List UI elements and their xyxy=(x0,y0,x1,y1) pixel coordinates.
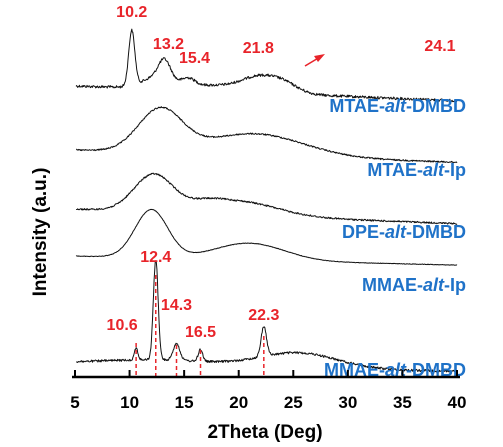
xrd-trace-3 xyxy=(76,172,458,225)
peak-arrowhead xyxy=(314,54,325,62)
series-label-part: MMAE- xyxy=(324,360,385,380)
series-label: MTAE-alt-Ip xyxy=(367,160,466,180)
peak-label: 14.3 xyxy=(161,297,192,314)
xrd-trace-1 xyxy=(75,28,458,103)
series-label: DPE-alt-DMBD xyxy=(342,222,466,242)
series-label-part: -Ip xyxy=(444,275,466,295)
xrd-trace-2 xyxy=(76,106,458,164)
series-label-part: -DMBD xyxy=(406,222,466,242)
series-label: MTAE-alt-DMBD xyxy=(329,96,466,116)
x-tick-label: 25 xyxy=(284,393,303,412)
series-label-part: MTAE- xyxy=(367,160,423,180)
peak-annotations: 10.2 13.215.4 21.8 24.1 10.6 12.4 14.3 16.5 22.3 xyxy=(107,4,456,376)
series-label-part: alt xyxy=(385,96,407,116)
series-label-part: alt xyxy=(423,160,445,180)
series-label-part: -DMBD xyxy=(406,96,466,116)
peak-label: 21.8 xyxy=(243,40,274,57)
x-tick-label: 30 xyxy=(338,393,357,412)
y-axis-title: Intensity (a.u.) xyxy=(30,168,51,297)
series-label-part: alt xyxy=(385,222,407,242)
x-tick-label: 5 xyxy=(70,393,79,412)
x-tick-label: 10 xyxy=(120,393,139,412)
x-axis-title: 2Theta (Deg) xyxy=(207,422,322,443)
series-label-part: -Ip xyxy=(444,160,466,180)
peak-label: 10.2 xyxy=(116,4,147,21)
series-label-part: MMAE- xyxy=(362,275,423,295)
x-tick-label: 20 xyxy=(229,393,248,412)
x-axis: 5 10 15 20 25 30 35 40 xyxy=(70,370,466,412)
peak-label: 16.5 xyxy=(185,324,216,341)
series-label-part: alt xyxy=(423,275,445,295)
x-tick-label: 15 xyxy=(175,393,194,412)
series-label: MMAE-alt-DMBD xyxy=(324,360,466,380)
peak-label: 10.6 xyxy=(107,317,138,334)
series-labels: MTAE-alt-DMBDMTAE-alt-IpDPE-alt-DMBDMMAE… xyxy=(324,96,466,380)
series-label-part: DPE- xyxy=(342,222,385,242)
peak-label: 12.4 xyxy=(140,249,171,266)
series-label: MMAE-alt-Ip xyxy=(362,275,466,295)
x-tick-label: 35 xyxy=(393,393,412,412)
peak-label: 15.4 xyxy=(179,50,210,67)
peak-label: 13.2 xyxy=(153,36,184,53)
peak-label: 24.1 xyxy=(424,38,455,55)
xrd-traces xyxy=(75,28,458,373)
xrd-trace-5 xyxy=(76,260,458,373)
series-label-part: MTAE- xyxy=(329,96,385,116)
xrd-trace-4 xyxy=(75,208,458,266)
x-tick-label: 40 xyxy=(448,393,467,412)
peak-label: 22.3 xyxy=(248,307,279,324)
series-label-part: -DMBD xyxy=(406,360,466,380)
